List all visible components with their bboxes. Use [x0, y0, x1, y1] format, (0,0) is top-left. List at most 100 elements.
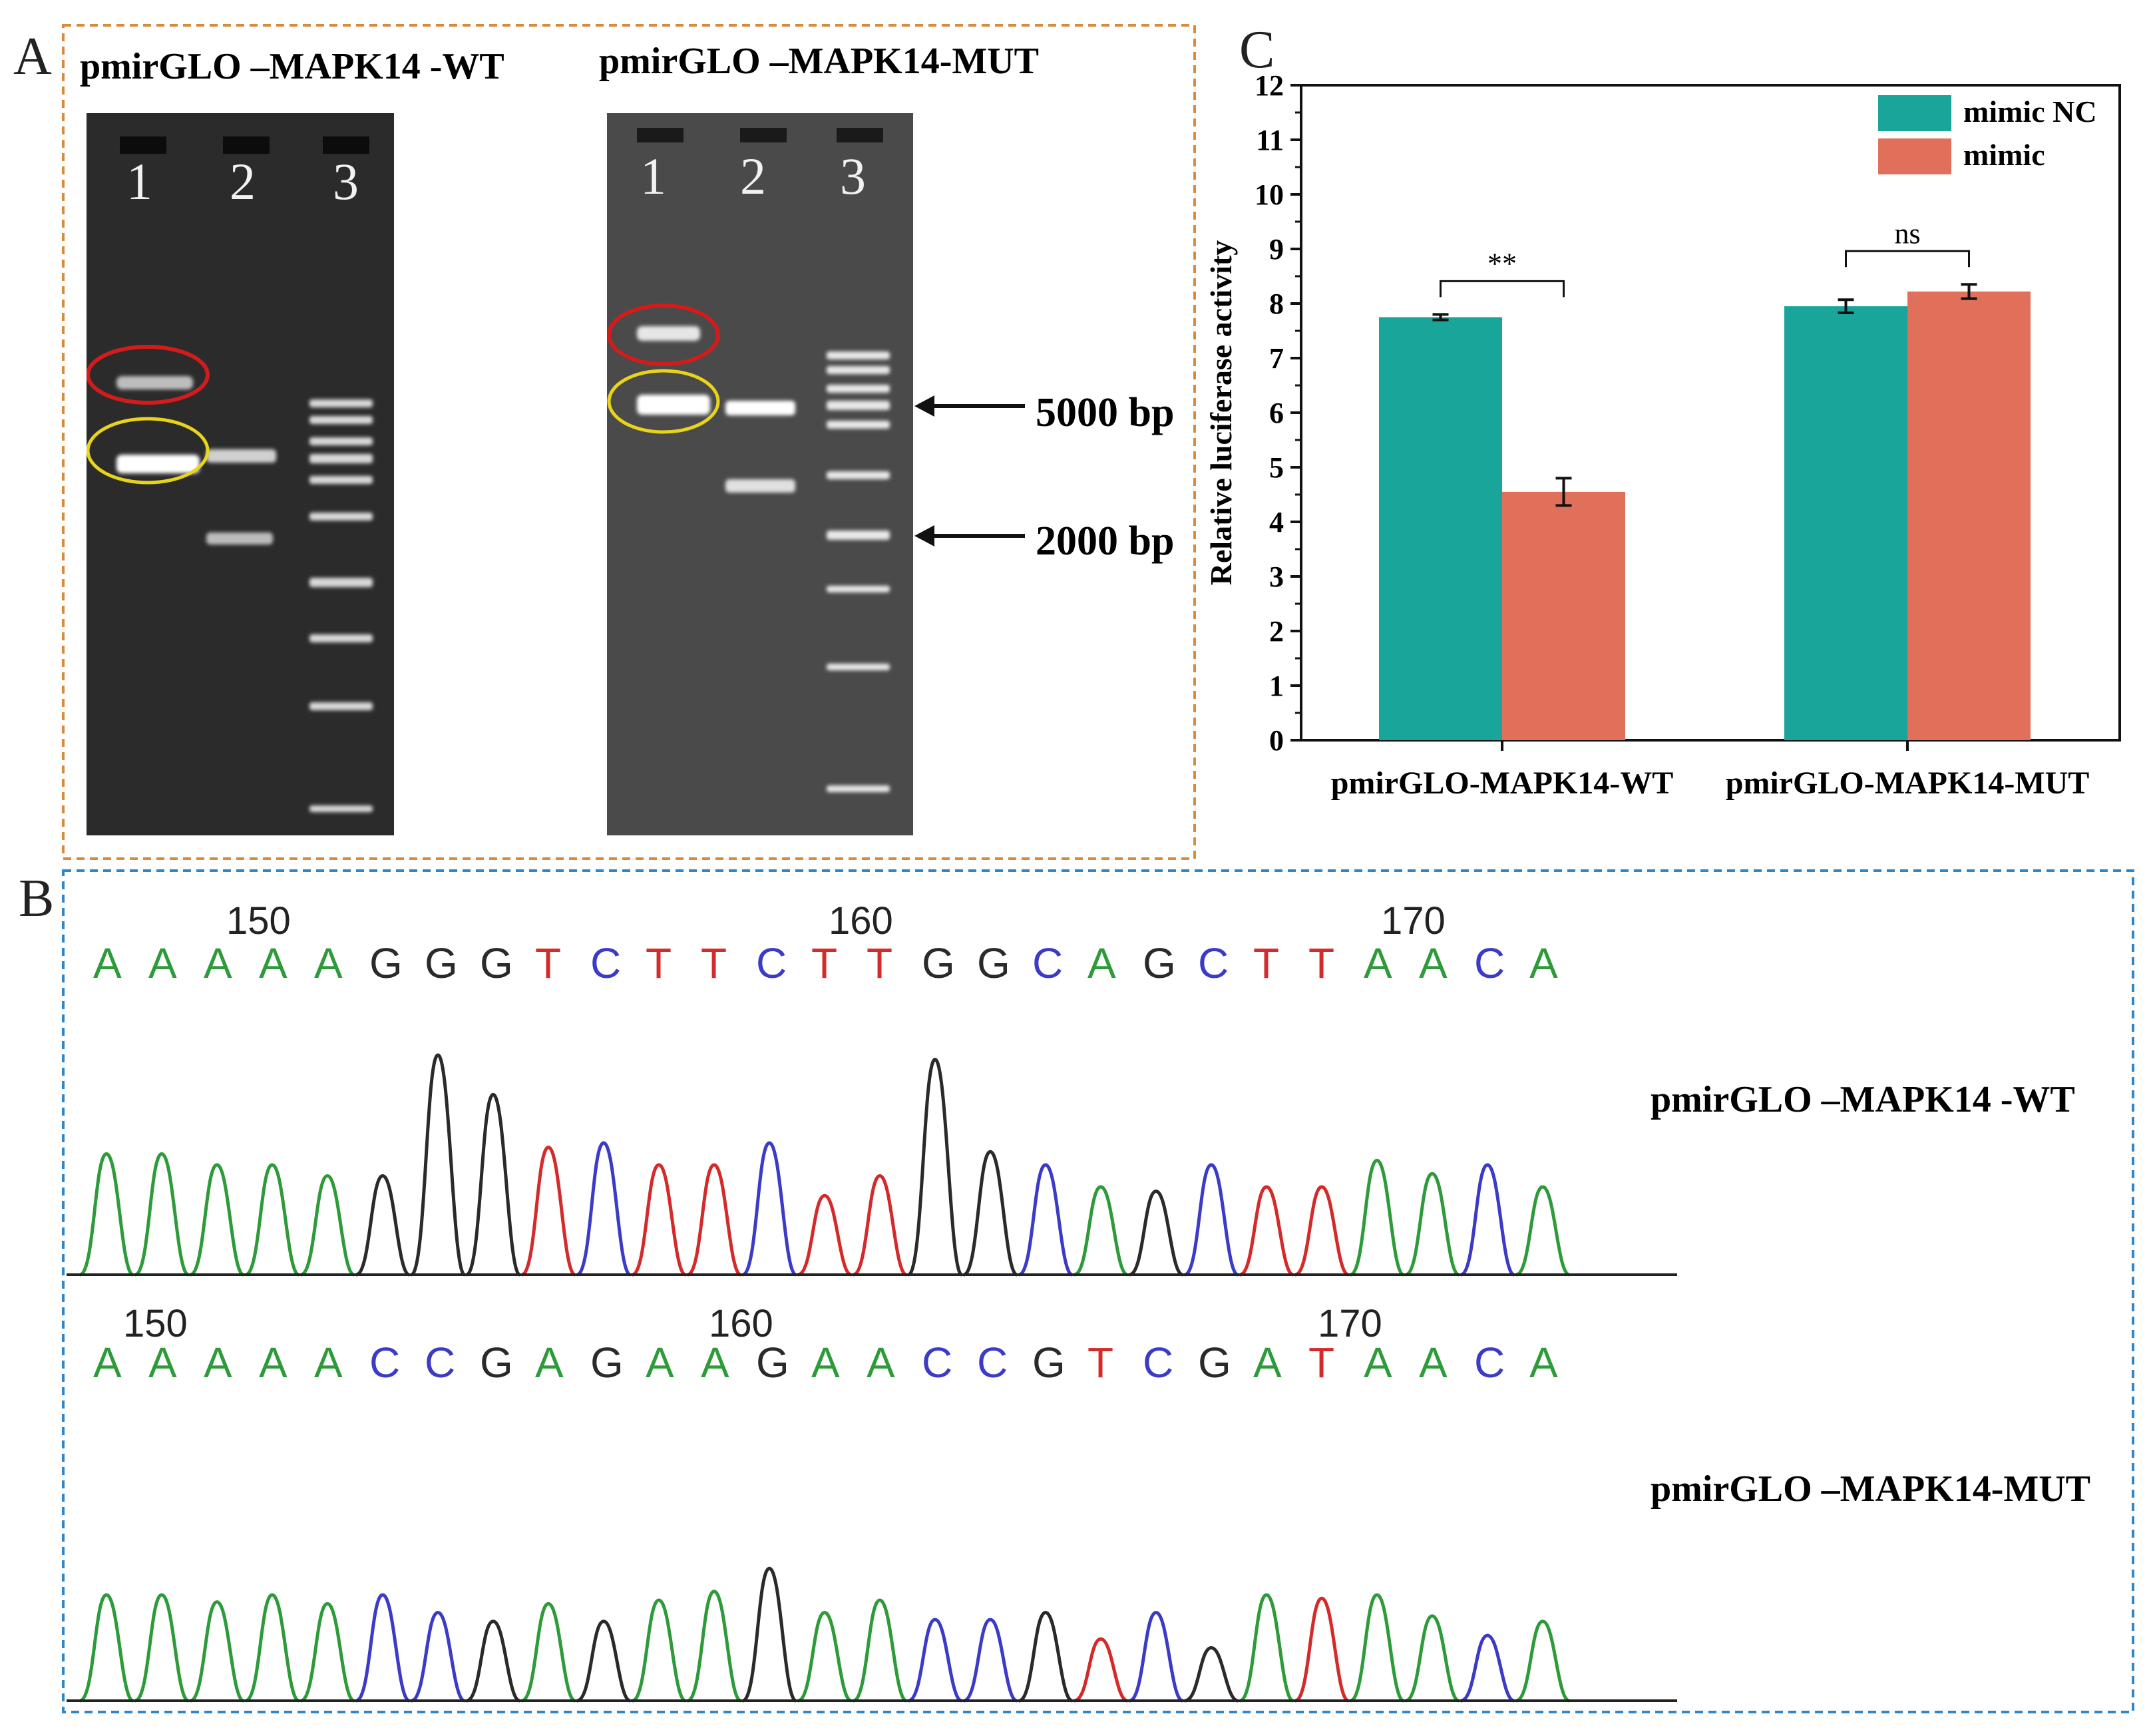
- base-letter: T: [535, 939, 562, 987]
- trace-peak: [1239, 1185, 1294, 1277]
- trace-peak: [1515, 1185, 1571, 1277]
- trace-peak: [1349, 1593, 1405, 1703]
- y-tick-label: 6: [1269, 397, 1284, 429]
- sig-bracket-0: [1440, 280, 1565, 298]
- wt-pos-160: 160: [829, 899, 893, 943]
- gel-wt-lane-2: 2: [230, 152, 256, 210]
- trace-peak: [355, 1174, 411, 1277]
- base-letter: A: [811, 1339, 840, 1387]
- trace-peak: [244, 1593, 300, 1703]
- base-letter: G: [977, 939, 1010, 987]
- base-letter: G: [480, 939, 513, 987]
- trace-peak: [1018, 1610, 1074, 1703]
- trace-peak: [79, 1152, 134, 1277]
- base-letter: A: [1529, 939, 1558, 987]
- base-letter: T: [701, 939, 727, 987]
- trace-peak: [1405, 1614, 1460, 1703]
- base-letter: C: [1474, 939, 1505, 987]
- trace-peak: [576, 1141, 632, 1277]
- base-letter: C: [756, 939, 787, 987]
- wt-chromatogram: [67, 1053, 1677, 1277]
- trace-peak: [79, 1593, 134, 1703]
- legend-label-1: mimic: [1963, 138, 2045, 172]
- trace-peak: [189, 1600, 245, 1703]
- y-tick-label: 2: [1269, 615, 1284, 648]
- trace-peak: [741, 1141, 797, 1277]
- base-letter: G: [1032, 1339, 1066, 1387]
- trace-peak: [907, 1058, 964, 1277]
- base-letter: A: [148, 1339, 177, 1387]
- base-letter: A: [93, 939, 122, 987]
- base-letter: C: [1198, 939, 1229, 987]
- base-letter: A: [204, 939, 232, 987]
- base-letter: A: [1529, 1339, 1558, 1387]
- bar-0-0: [1379, 317, 1502, 740]
- y-tick-label: 12: [1255, 69, 1284, 102]
- sig-bracket-1: [1845, 250, 1970, 268]
- bar-1-1: [1907, 291, 2031, 741]
- trace-peak: [466, 1620, 521, 1703]
- wt-sequence-label: pmirGLO –MAPK14 -WT: [1651, 1079, 2075, 1120]
- base-letter: G: [922, 939, 955, 987]
- base-letter: T: [646, 939, 672, 987]
- trace-peak: [244, 1163, 300, 1277]
- base-letter: C: [590, 939, 622, 987]
- marker-arrows: [914, 395, 1025, 546]
- trace-peak: [631, 1598, 687, 1703]
- panel-label-c: C: [1239, 21, 1275, 79]
- wt-pos-150: 150: [226, 899, 291, 943]
- marker-5000-label: 5000 bp: [1036, 390, 1175, 435]
- y-tick-label: 8: [1269, 288, 1284, 320]
- y-tick-label: 4: [1269, 506, 1284, 539]
- base-letter: T: [1253, 939, 1280, 987]
- trace-peak: [1129, 1190, 1184, 1277]
- base-letter: G: [590, 1339, 624, 1387]
- sig-label-1: ns: [1894, 217, 1920, 250]
- base-letter: T: [1308, 1339, 1335, 1387]
- base-letter: T: [1087, 1339, 1114, 1387]
- mut-pos-160: 160: [709, 1302, 773, 1345]
- base-letter: C: [1474, 1339, 1505, 1387]
- gel-wt-image: [87, 113, 394, 835]
- base-letter: A: [1419, 939, 1448, 987]
- trace-peak: [741, 1566, 797, 1703]
- panel-label-b: B: [19, 869, 55, 928]
- base-letter: A: [204, 1339, 232, 1387]
- trace-peak: [1349, 1158, 1405, 1277]
- trace-peak: [797, 1610, 853, 1703]
- base-letter: A: [867, 1339, 895, 1387]
- gel-mut-title: pmirGLO –MAPK14-MUT: [599, 41, 1040, 82]
- trace-peak: [1460, 1633, 1515, 1703]
- base-letter: A: [1419, 1339, 1448, 1387]
- trace-peak: [797, 1194, 853, 1277]
- gel-mut-image: [607, 113, 913, 835]
- sig-label-0: **: [1487, 247, 1517, 280]
- trace-peak: [520, 1602, 576, 1703]
- base-letter: T: [1308, 939, 1335, 987]
- trace-peak: [134, 1152, 190, 1277]
- base-letter: A: [314, 1339, 343, 1387]
- legend-label-0: mimic NC: [1963, 95, 2097, 128]
- mut-pos-170: 170: [1318, 1302, 1382, 1345]
- trace-peak: [1294, 1596, 1350, 1703]
- trace-peak: [1129, 1610, 1184, 1703]
- base-letter: C: [1143, 1339, 1174, 1387]
- trace-peak: [1018, 1163, 1074, 1277]
- base-letter: T: [811, 939, 838, 987]
- marker-2000-label: 2000 bp: [1036, 519, 1175, 564]
- wt-pos-170: 170: [1381, 899, 1446, 943]
- panel-label-a: A: [13, 27, 52, 86]
- trace-peak: [299, 1174, 355, 1277]
- base-letter: A: [1253, 1339, 1282, 1387]
- mut-pos-150: 150: [123, 1302, 188, 1345]
- gel-wt-lane-3: 3: [333, 152, 359, 210]
- trace-peak: [631, 1163, 687, 1277]
- gel-mut-lane-2: 2: [740, 147, 766, 205]
- base-letter: A: [535, 1339, 564, 1387]
- base-letter: T: [867, 939, 893, 987]
- legend-swatch-1: [1878, 138, 1951, 174]
- trace-peak: [134, 1593, 190, 1703]
- base-letter: G: [756, 1339, 789, 1387]
